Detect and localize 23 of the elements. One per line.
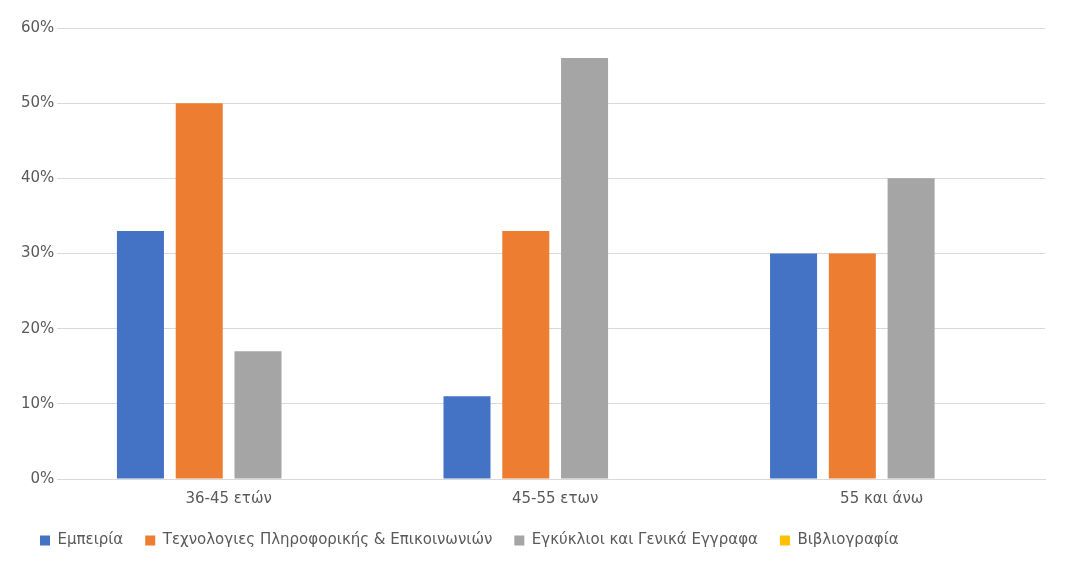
y-tick-label: 10% (21, 393, 55, 412)
x-tick-label: 45-55 ετων (511, 488, 599, 507)
bar (887, 178, 935, 479)
y-tick-label: 0% (30, 468, 55, 487)
y-tick-label: 50% (21, 93, 55, 112)
bar (561, 58, 609, 479)
legend-label: Εγκύκλιοι και Γενικά Εγγραφα (531, 530, 759, 549)
bar (770, 253, 818, 479)
y-tick-label: 60% (21, 17, 55, 36)
bar (828, 253, 876, 479)
legend-label: Βιβλιογραφία (797, 530, 899, 549)
bar (175, 103, 223, 479)
bar (234, 351, 282, 479)
y-tick-label: 40% (21, 168, 55, 187)
bar (116, 230, 164, 479)
legend-label: Εμπειρία (57, 530, 124, 549)
y-tick-label: 20% (21, 318, 55, 337)
y-tick-label: 30% (21, 243, 55, 262)
x-tick-label: 36-45 ετών (185, 488, 272, 507)
bar (502, 230, 550, 479)
legend-label: Τεχνολογιες Πληροφορικής & Επικοινωνιών (161, 530, 493, 549)
x-tick-label: 55 και άνω (840, 488, 924, 507)
bar (443, 396, 491, 479)
